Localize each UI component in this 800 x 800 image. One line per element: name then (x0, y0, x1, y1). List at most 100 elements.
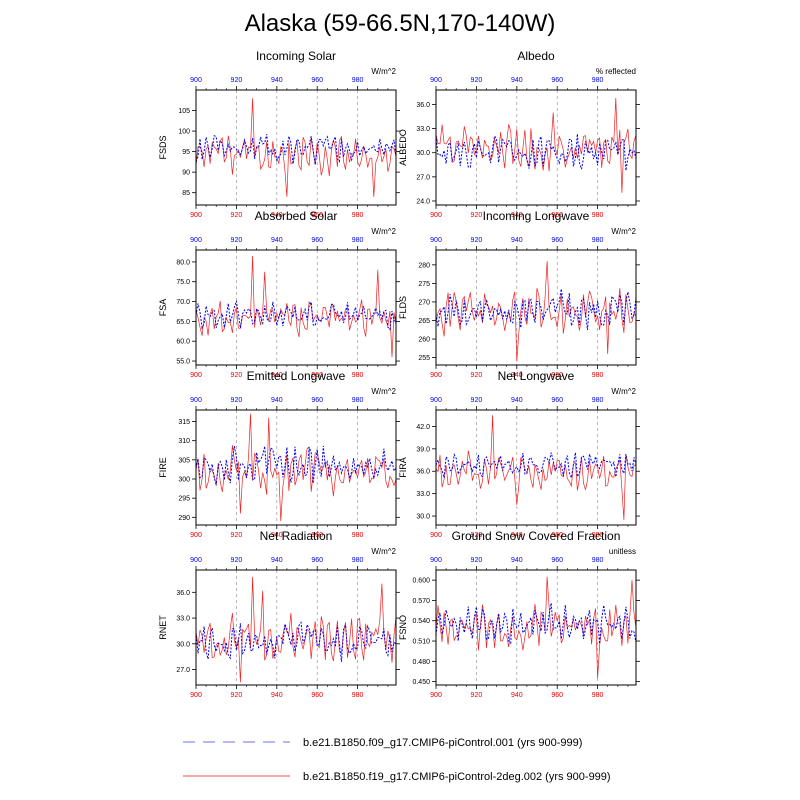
y-tick-label: 105 (178, 108, 190, 115)
x-tick-label-bottom: 900 (430, 532, 442, 539)
x-tick-label-bottom: 980 (592, 692, 604, 699)
x-tick-label-top: 900 (430, 397, 442, 404)
x-tick-label-bottom: 940 (271, 532, 283, 539)
series-run2 (195, 576, 397, 683)
x-tick-label-top: 940 (511, 237, 523, 244)
panel-units: W/m^2 (611, 387, 636, 396)
panel-units: W/m^2 (371, 387, 396, 396)
x-tick-label-top: 960 (311, 557, 323, 564)
y-tick-label: 0.570 (412, 598, 430, 605)
x-tick-label-bottom: 980 (352, 372, 364, 379)
x-tick-label-top: 940 (271, 557, 283, 564)
y-tick-label: 33.0 (176, 616, 190, 623)
x-tick-label-top: 920 (231, 557, 243, 564)
panel-units: unitless (609, 547, 636, 556)
y-tick-label: 0.480 (412, 659, 430, 666)
panel-frame (435, 249, 637, 366)
x-tick-label-bottom: 980 (352, 692, 364, 699)
panel-frame (435, 569, 637, 686)
x-tick-label-top: 940 (271, 397, 283, 404)
x-tick-label-top: 900 (430, 237, 442, 244)
y-tick-label: 27.0 (416, 174, 430, 181)
panel-rnet: Net Radiation W/m^2 RNET 900 900 920 920 940 940… (158, 529, 400, 699)
panel-frame (195, 569, 397, 686)
panel-ylabel: FSA (158, 299, 168, 317)
panel-ylabel: FLDS (398, 296, 408, 319)
y-tick-label: 80.0 (176, 259, 190, 266)
panel-ylabel: FSNO (398, 615, 408, 640)
series-run2 (435, 97, 637, 193)
panel-fsno: Ground Snow Covered Fraction unitless FSNO… (398, 529, 640, 699)
x-tick-label-bottom: 940 (511, 212, 523, 219)
y-tick-label: 33.0 (416, 491, 430, 498)
x-tick-label-top: 960 (551, 77, 563, 84)
x-tick-label-bottom: 960 (551, 532, 563, 539)
series-run1 (195, 445, 397, 485)
x-tick-label-top: 920 (231, 397, 243, 404)
y-tick-label: 295 (178, 496, 190, 503)
x-tick-label-bottom: 920 (231, 532, 243, 539)
x-tick-label-top: 980 (352, 397, 364, 404)
x-tick-label-top: 960 (311, 77, 323, 84)
panel-fira: Net Longwave W/m^2 FIRA 900 900 920 920 940 940 9… (398, 369, 640, 539)
series-run1 (435, 133, 637, 171)
x-tick-label-bottom: 920 (471, 212, 483, 219)
y-tick-label: 0.540 (412, 618, 430, 625)
x-tick-label-top: 980 (592, 77, 604, 84)
x-tick-label-top: 900 (430, 557, 442, 564)
x-tick-label-bottom: 900 (190, 212, 202, 219)
y-tick-label: 30.0 (416, 514, 430, 521)
x-tick-label-bottom: 900 (430, 372, 442, 379)
y-tick-label: 305 (178, 457, 190, 464)
x-tick-label-bottom: 960 (551, 372, 563, 379)
y-tick-label: 260 (418, 337, 430, 344)
y-tick-label: 55.0 (176, 359, 190, 366)
panel-units: W/m^2 (371, 67, 396, 76)
x-tick-label-bottom: 940 (271, 212, 283, 219)
y-tick-label: 65.0 (176, 319, 190, 326)
panel-title: Ground Snow Covered Fraction (452, 529, 621, 543)
x-tick-label-bottom: 920 (471, 692, 483, 699)
panel-frame (195, 409, 397, 526)
x-tick-label-bottom: 900 (190, 692, 202, 699)
panel-title: Incoming Longwave (483, 209, 590, 223)
panel-frame (195, 249, 397, 366)
x-tick-label-bottom: 940 (511, 372, 523, 379)
series-run1 (435, 452, 637, 480)
x-tick-label-bottom: 920 (471, 372, 483, 379)
x-tick-label-top: 920 (231, 237, 243, 244)
panel-ylabel: FIRE (158, 457, 168, 478)
y-tick-label: 36.0 (176, 590, 190, 597)
panel-flds: Incoming Longwave W/m^2 FLDS 900 900 920 920 94… (398, 209, 640, 379)
y-tick-label: 270 (418, 299, 430, 306)
x-tick-label-bottom: 960 (551, 212, 563, 219)
y-tick-label: 310 (178, 438, 190, 445)
panel-title: Emitted Longwave (247, 369, 346, 383)
x-tick-label-top: 900 (190, 557, 202, 564)
x-tick-label-top: 940 (271, 77, 283, 84)
x-tick-label-top: 920 (471, 557, 483, 564)
y-tick-label: 36.0 (416, 102, 430, 109)
x-tick-label-bottom: 920 (231, 212, 243, 219)
series-run1 (195, 134, 397, 165)
panel-ylabel: FIRA (398, 457, 408, 478)
x-tick-label-top: 980 (592, 237, 604, 244)
x-tick-label-top: 900 (190, 237, 202, 244)
x-tick-label-bottom: 960 (311, 692, 323, 699)
x-tick-label-top: 960 (551, 557, 563, 564)
y-tick-label: 42.0 (416, 424, 430, 431)
x-tick-label-bottom: 980 (592, 372, 604, 379)
panel-title: Absorbed Solar (255, 209, 338, 223)
x-tick-label-top: 980 (352, 77, 364, 84)
x-tick-label-top: 900 (190, 77, 202, 84)
x-tick-label-top: 980 (352, 237, 364, 244)
x-tick-label-bottom: 960 (311, 212, 323, 219)
x-tick-label-bottom: 900 (430, 212, 442, 219)
panel-fsds: Incoming Solar W/m^2 FSDS 900 900 920 920 940 94… (158, 49, 400, 219)
x-tick-label-top: 960 (551, 237, 563, 244)
y-tick-label: 300 (178, 477, 190, 484)
x-tick-label-bottom: 900 (190, 372, 202, 379)
y-tick-label: 24.0 (416, 198, 430, 205)
x-tick-label-top: 900 (190, 397, 202, 404)
